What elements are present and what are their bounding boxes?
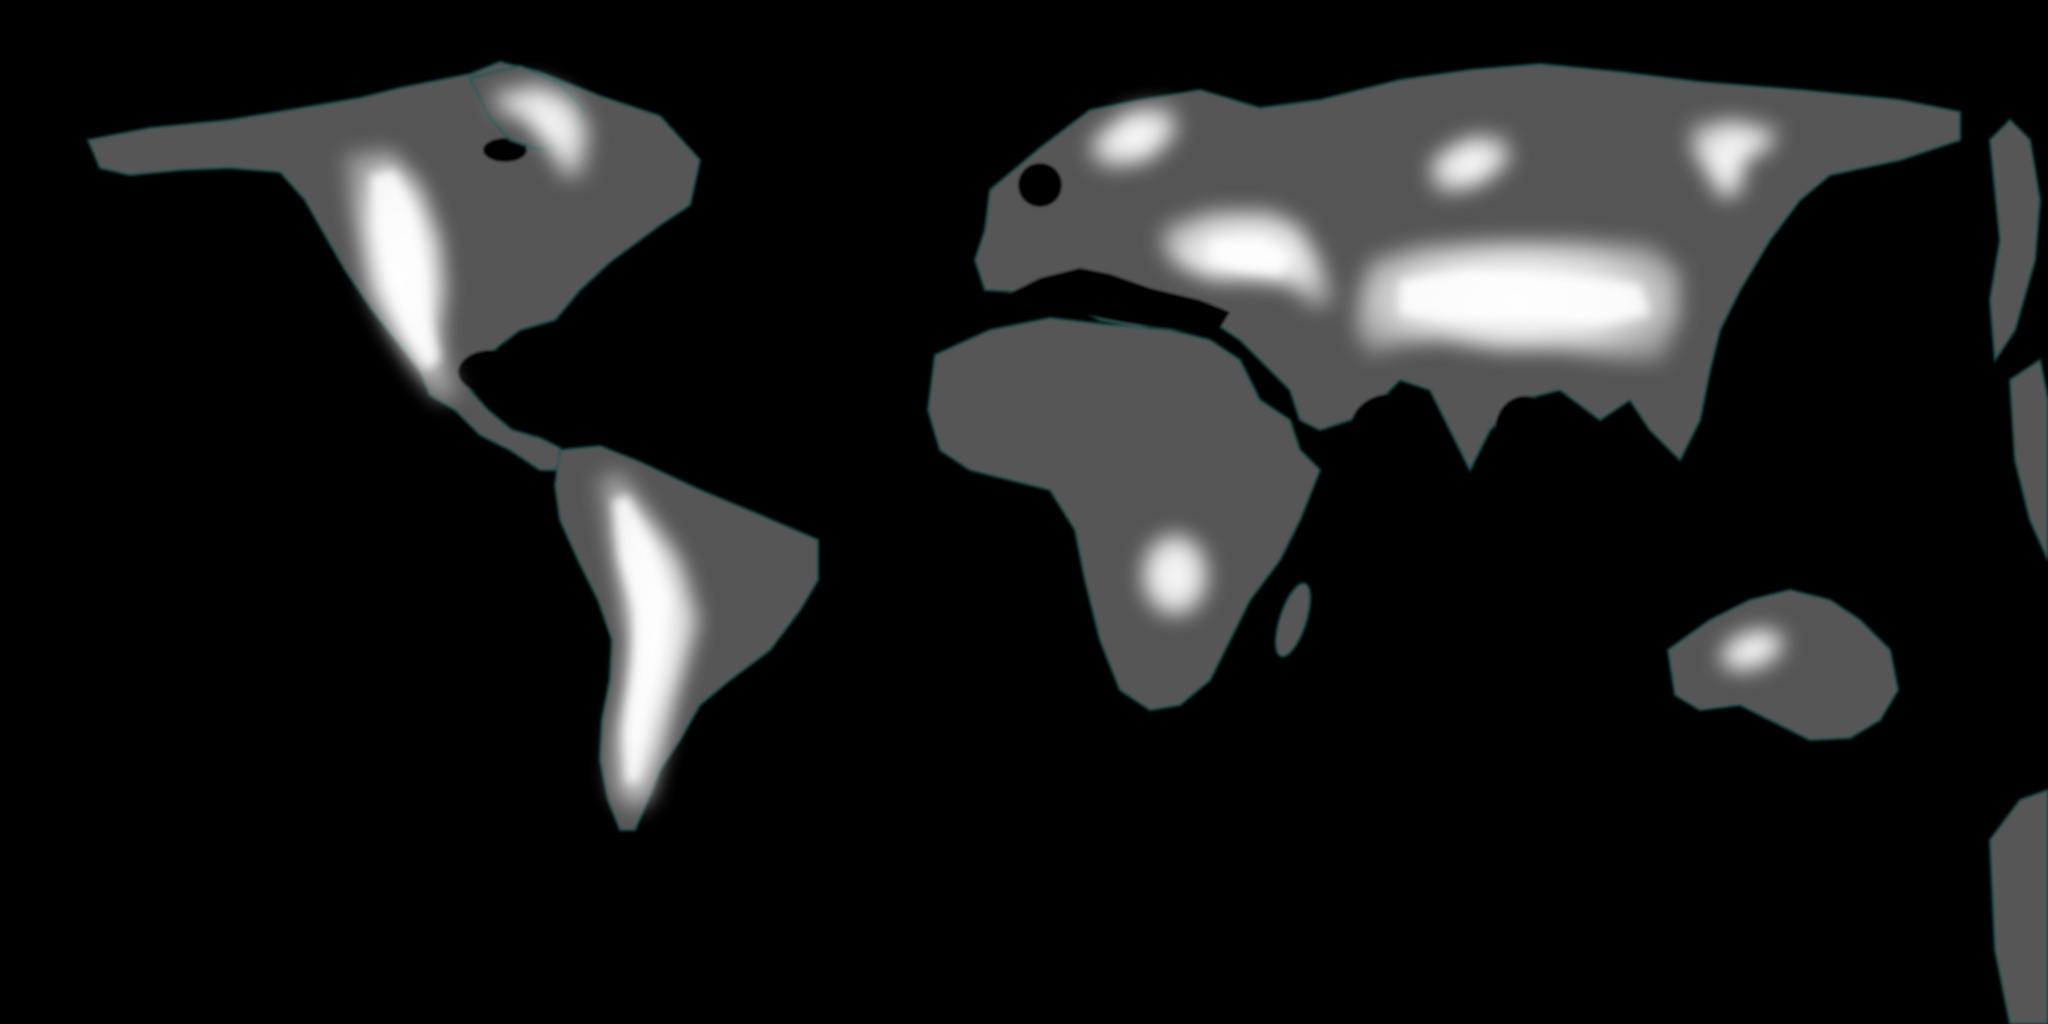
rocky-core [370, 170, 440, 370]
japan [1988, 117, 2042, 365]
southern-edge-land [1988, 788, 2048, 1024]
andes-core [612, 495, 670, 785]
verkhoyansk-range [1690, 118, 1780, 200]
mediterranean-sea [1000, 268, 1230, 330]
great-dividing-range [1719, 627, 1785, 673]
scandinavian-mountains [1090, 104, 1180, 170]
himalaya-core [1400, 270, 1650, 325]
baffin-highlands [490, 82, 590, 180]
highland-core-layer [370, 170, 1650, 785]
bay-of-bengal [1495, 396, 1555, 464]
africa [926, 316, 1322, 712]
gulf-of-thailand [1590, 454, 1634, 486]
australia [1666, 588, 1900, 742]
east-islands [2008, 357, 2048, 561]
southern-african-plateau [1141, 533, 1209, 617]
madagascar [1274, 582, 1312, 658]
hudson-bay [483, 138, 527, 162]
gulf-of-mexico [458, 350, 526, 394]
arabian-sea [1350, 394, 1430, 466]
central-siberian-plateau [1430, 135, 1512, 195]
baltic-sea [1018, 163, 1062, 207]
alps-core [1210, 238, 1290, 275]
